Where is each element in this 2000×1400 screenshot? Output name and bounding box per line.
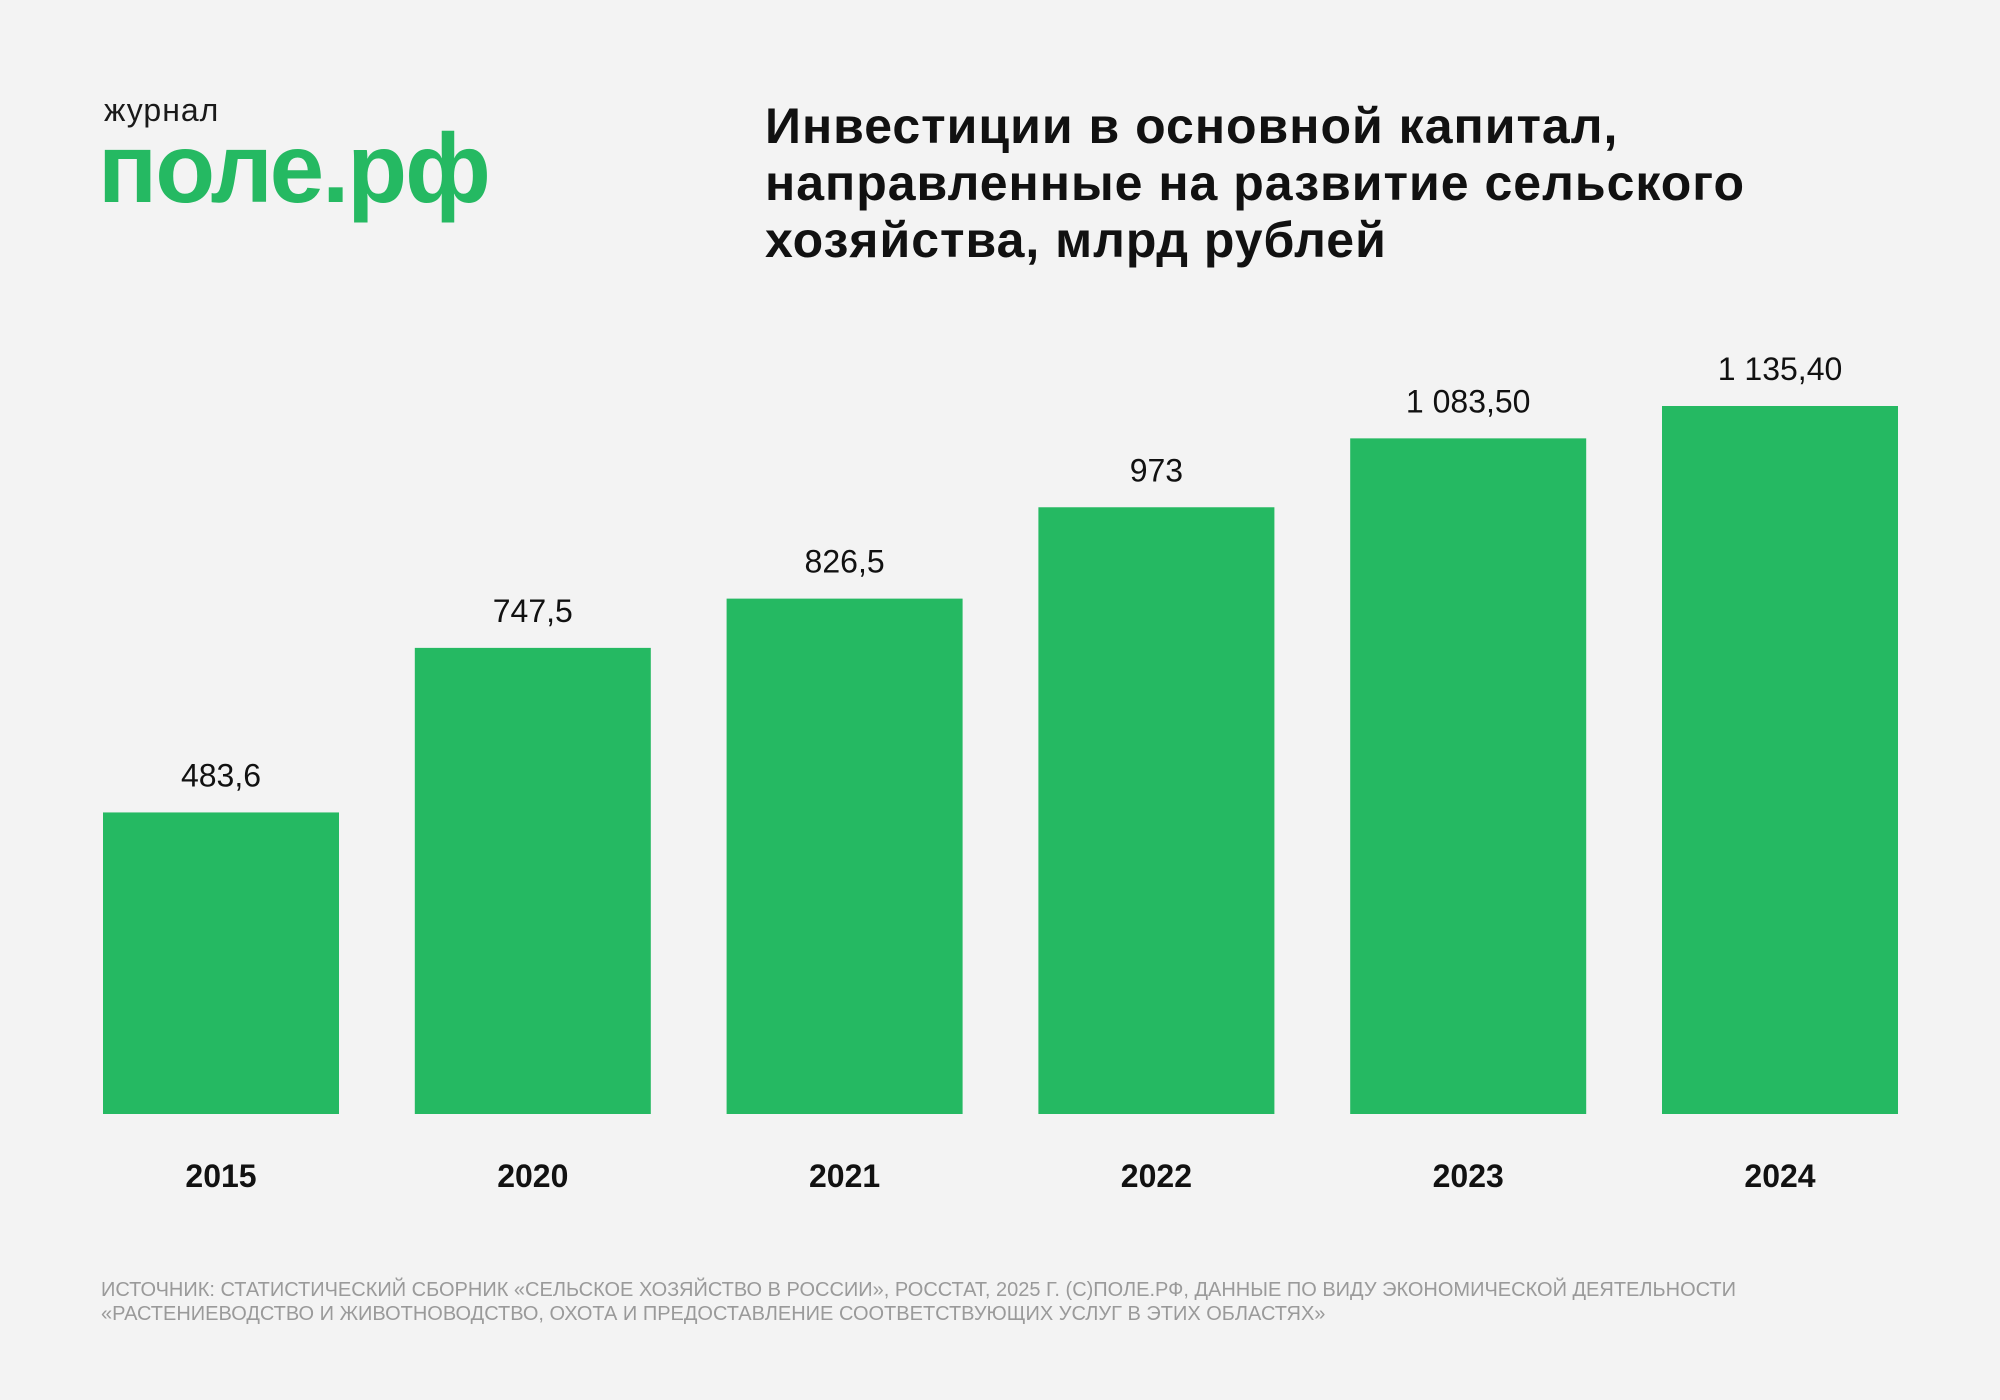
bar [1038,507,1275,1114]
x-tick-label: 2023 [1433,1158,1504,1194]
value-label: 1 135,40 [1718,351,1843,387]
value-label: 1 083,50 [1406,383,1531,419]
bar [103,812,339,1114]
value-label: 973 [1130,452,1183,488]
chart-title: Инвестиции в основной капитал, направлен… [765,98,1745,268]
source-note: Источник: статистический сборник «Сельск… [101,1279,1736,1325]
x-tick-label: 2015 [185,1158,256,1194]
value-label: 483,6 [181,757,261,793]
x-tick-label: 2024 [1744,1158,1815,1194]
bar [1350,438,1587,1114]
bar [414,647,651,1114]
x-tick-label: 2020 [497,1158,568,1194]
logo-large: поле.рф [98,113,491,223]
logo-small: журнал [104,92,220,128]
value-label: 747,5 [493,593,573,629]
value-label: 826,5 [805,544,885,580]
x-tick-label: 2022 [1121,1158,1192,1194]
bar [1662,406,1898,1114]
bar [726,598,963,1114]
x-tick-label: 2021 [809,1158,880,1194]
